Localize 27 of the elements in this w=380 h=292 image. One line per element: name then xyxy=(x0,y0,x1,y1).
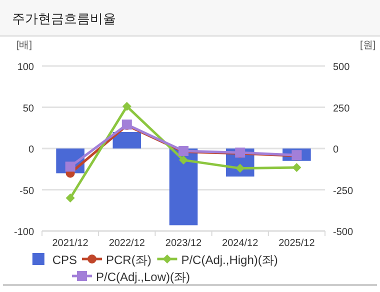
y-tick-label: 50 xyxy=(22,103,34,114)
y2-tick-label: 0 xyxy=(333,144,339,156)
y-axis-title: [배] xyxy=(16,40,32,51)
x-tick-label: 2025/12 xyxy=(278,238,316,249)
x-tick-label: 2021/12 xyxy=(52,238,89,249)
chart-title: 주가현금흐름비율 xyxy=(12,11,116,26)
y-tick-label: -100 xyxy=(14,227,34,238)
y2-tick-label: -500 xyxy=(333,227,354,238)
x-tick-label: 2023/12 xyxy=(165,238,202,249)
y2-tick-label: 250 xyxy=(333,103,350,114)
x-tick-label: 2022/12 xyxy=(108,238,146,249)
legend-label: PCR(좌) xyxy=(106,253,152,267)
point xyxy=(122,102,132,111)
x-tick-label: 2024/12 xyxy=(222,238,259,249)
y2-tick-label: -250 xyxy=(333,186,354,197)
legend-label: CPS xyxy=(52,253,78,267)
y2-axis-title: [원] xyxy=(360,40,376,51)
y-tick-label: -50 xyxy=(20,186,34,197)
y-tick-label: 0 xyxy=(28,144,34,156)
point xyxy=(179,156,188,165)
point xyxy=(292,162,302,172)
legend-label: P/C(Adj.,High)(좌) xyxy=(181,253,278,267)
point xyxy=(66,194,75,202)
y-tick-label: 100 xyxy=(17,62,34,73)
y2-tick-label: 500 xyxy=(333,62,350,73)
legend-label: P/C(Adj.,Low)(좌) xyxy=(96,270,190,284)
point xyxy=(65,162,76,172)
